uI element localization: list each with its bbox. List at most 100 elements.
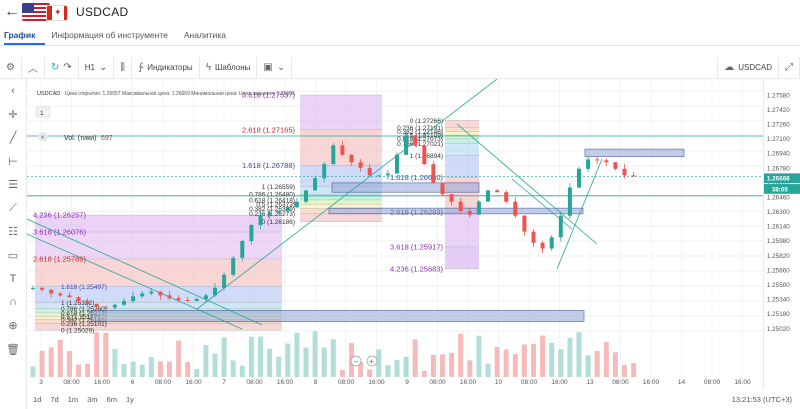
trend-line — [27, 218, 263, 326]
candle-body — [167, 295, 172, 299]
candle-body — [631, 175, 636, 177]
symbol-select[interactable]: ☁ USDCAD — [717, 56, 779, 79]
zone-rectangle — [90, 309, 585, 323]
volume-bar — [521, 344, 527, 377]
magnet-icon[interactable]: ∩ — [9, 296, 17, 309]
volume-bar — [139, 364, 145, 377]
price-tick-label: 1.25020 — [767, 326, 790, 333]
fib2-zone — [300, 95, 382, 130]
candle-body — [395, 154, 399, 174]
volume-bar — [221, 337, 227, 377]
range-1d[interactable]: 1d — [33, 395, 42, 404]
price-tick-label: 1.27420 — [767, 107, 790, 114]
price-tick-label: 1.25340 — [767, 297, 790, 304]
candle-body — [440, 182, 445, 195]
camera-icon: ▣ — [263, 62, 273, 73]
candle-body — [522, 215, 527, 232]
arrow-left-icon[interactable]: ← — [4, 3, 20, 20]
chevron-left-icon[interactable]: ‹ — [11, 84, 15, 97]
candle-body — [322, 164, 327, 179]
pitchfork-icon[interactable]: ⟋ — [9, 201, 17, 214]
crosshair-icon[interactable]: ✛ — [8, 108, 18, 121]
volume-bar — [30, 366, 36, 377]
chart-toolbar: ⚙ ︿ ↻ ↷ H1 ⌄ ⫼ ∱ Индикаторы ϟ Шаблоны ▣ … — [0, 56, 800, 79]
time-tick-label: 3 — [39, 379, 43, 386]
candle-body — [622, 168, 627, 176]
volume-bar — [330, 339, 336, 377]
tab-bar: График Информация об инструменте Аналити… — [0, 24, 800, 46]
range-1y[interactable]: 1y — [125, 395, 134, 404]
price-chart[interactable]: 3 08:00 16:00 6 08:00 16:00 7 08:00 16:00 8 08:00 1… — [27, 79, 763, 389]
collapse-button[interactable]: ︿ — [22, 56, 45, 79]
text-icon[interactable]: T — [9, 272, 17, 285]
chart-type-button[interactable]: ⫼ — [114, 56, 132, 79]
channel-icon[interactable]: ☰ — [8, 179, 18, 192]
fib1-label: 0.382 (1.25143) — [61, 317, 107, 324]
time-tick-label: 7 — [222, 379, 226, 386]
fib-icon[interactable]: ☷ — [8, 226, 18, 239]
volume-bar — [394, 359, 400, 377]
fib2-zone — [300, 204, 382, 209]
close-icon-glyph: × — [41, 135, 45, 142]
price-tick-label: 1.27100 — [767, 136, 790, 143]
redo-icon[interactable]: ↷ — [63, 62, 72, 73]
fib3-zone — [445, 120, 479, 128]
fib3-zone — [445, 143, 479, 156]
rectangle-icon[interactable]: ▭ — [7, 249, 19, 262]
volume-bar — [130, 361, 136, 377]
timeframe-select[interactable]: H1 ⌄ — [79, 56, 115, 79]
close-icon — [38, 132, 48, 142]
volume-bar — [494, 346, 500, 377]
fullscreen-button[interactable]: ⤢ — [779, 56, 800, 79]
zoom-in-icon — [366, 355, 378, 367]
candles-icon: ⫼ — [120, 62, 125, 73]
chevron-down-icon: ⌄ — [98, 62, 108, 73]
trash-icon[interactable]: 🗑 — [6, 343, 20, 356]
volume-bar — [512, 354, 518, 377]
settings-button[interactable]: ⚙ — [0, 56, 22, 79]
range-3m[interactable]: 3m — [87, 395, 98, 404]
refresh-icon[interactable]: ↻ — [50, 62, 60, 73]
volume-bar — [212, 353, 218, 377]
gear-icon: ⚙ — [6, 62, 15, 73]
indicators-button[interactable]: ∱ Индикаторы — [132, 56, 200, 79]
zoom-icon[interactable]: ⊕ — [8, 320, 18, 333]
fib1-label: 3.618 (1.26076) — [33, 228, 86, 237]
volume-bar — [112, 348, 118, 377]
volume-bar — [76, 364, 81, 377]
fib1-zone — [35, 302, 282, 309]
tab-analytics[interactable]: Аналитика — [183, 30, 226, 40]
trend-line-icon[interactable]: ╱ — [9, 132, 17, 145]
candle-body — [176, 298, 181, 301]
tab-chart[interactable]: График — [4, 30, 46, 45]
fib1-label: 4.236 (1.26257) — [33, 211, 86, 220]
range-6m[interactable]: 6m — [106, 395, 117, 404]
range-7d[interactable]: 7d — [50, 395, 59, 404]
price-tick-label: 1.25980 — [767, 238, 790, 245]
price-tick-label: 1.25180 — [767, 311, 790, 318]
candle-body — [158, 291, 163, 296]
price-tick-label: 1.26620 — [767, 180, 790, 187]
tab-instrument-info[interactable]: Информация об инструменте — [51, 30, 168, 40]
candle-body — [331, 145, 336, 165]
candle-body — [467, 211, 472, 215]
price-axis[interactable]: 1.27580 1.27420 1.27260 1.27100 1.26940 1.267… — [763, 79, 800, 389]
trend-line — [196, 79, 498, 310]
templates-button[interactable]: ϟ Шаблоны — [200, 56, 258, 79]
currency-flags — [22, 3, 70, 21]
candle-body — [604, 160, 609, 163]
fib3-label: 0.236 (1.27191) — [397, 125, 443, 132]
fib1-label: 0.5 (1.25177) — [61, 314, 100, 321]
time-tick-label: 08:00 — [246, 379, 263, 386]
candle-body — [340, 145, 345, 155]
bottom-bar: 1d 7d 1m 3m 6m 1y 13:21:53 (UTC+3) — [27, 390, 800, 409]
price-tick-label: 1.25820 — [767, 253, 790, 260]
snapshot-button[interactable]: ▣ ⌄ — [257, 56, 293, 79]
range-1m[interactable]: 1m — [67, 395, 79, 404]
time-tick-label: 13 — [586, 379, 594, 386]
time-tick-label: 08:00 — [155, 379, 172, 386]
volume-bar — [66, 351, 72, 377]
horizontal-line-icon[interactable]: ⊢ — [8, 155, 18, 168]
fib3-label: 0 (1.27266) — [410, 118, 443, 125]
fib1-label: 2.618 (1.25789) — [33, 254, 86, 263]
